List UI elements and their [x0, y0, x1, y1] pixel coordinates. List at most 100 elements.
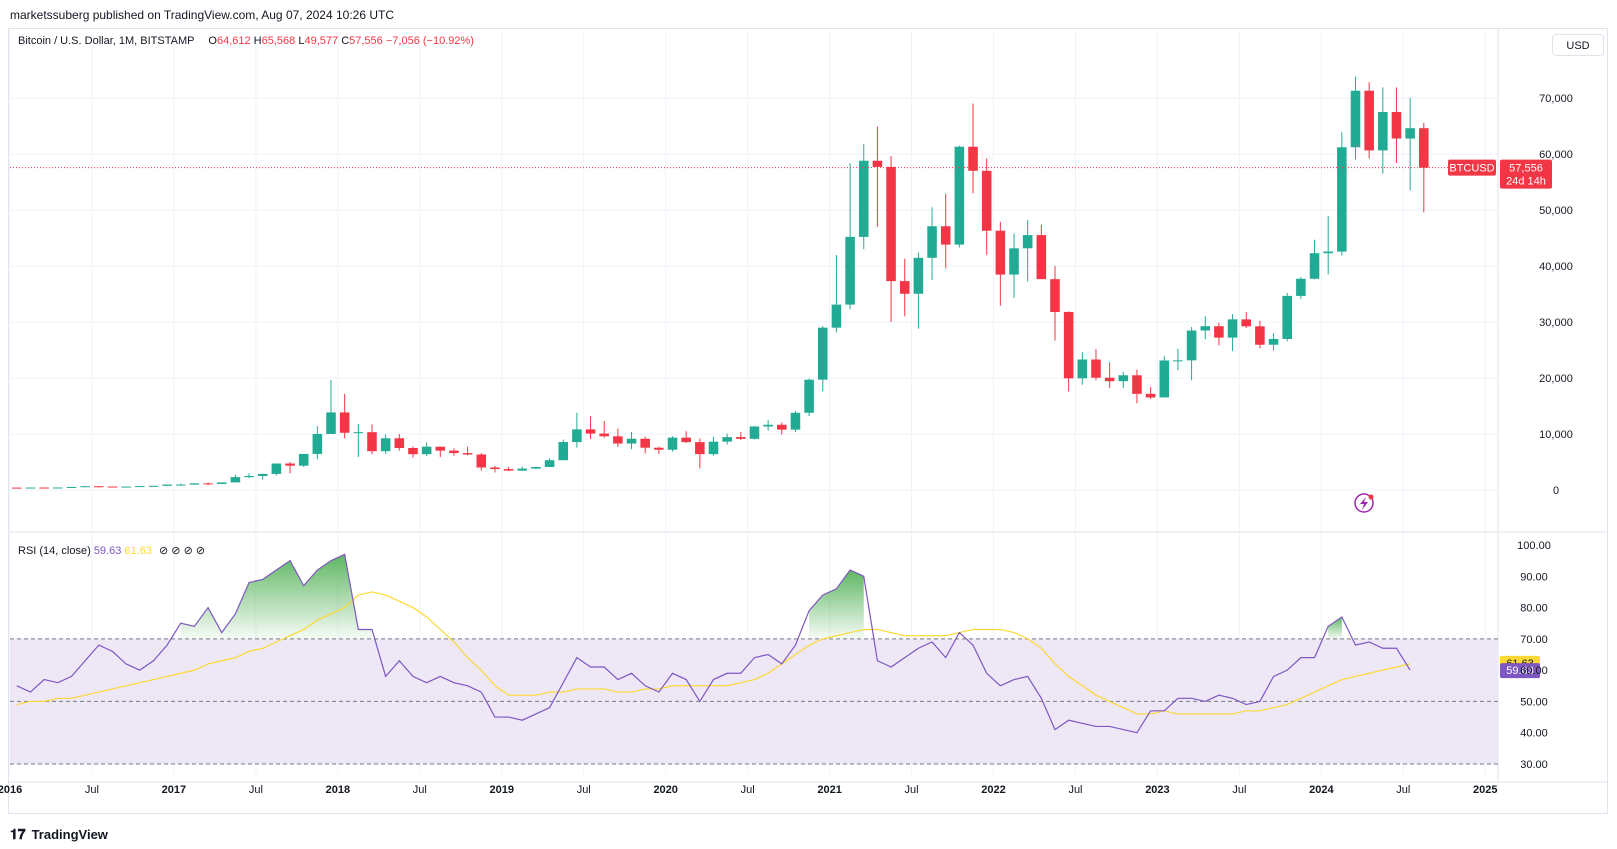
candle [1186, 330, 1197, 361]
hidden-icon[interactable]: ⊘ [159, 545, 169, 557]
candle [613, 436, 623, 444]
candle [1200, 326, 1211, 331]
candle [216, 482, 227, 484]
candle [927, 226, 937, 258]
candle [708, 441, 719, 455]
price-tick-label: 50,000 [1539, 205, 1573, 217]
rsi-tick-label: 70.00 [1520, 634, 1548, 646]
currency-button[interactable]: USD [1552, 34, 1604, 56]
hidden-icon[interactable]: ⊘ [195, 545, 206, 557]
low-key: L [298, 35, 305, 47]
time-tick-label: 2021 [817, 784, 841, 796]
candle [107, 486, 118, 488]
hidden-icon[interactable]: ⊘ [171, 545, 181, 557]
candle [490, 467, 500, 470]
time-tick-label: 2025 [1473, 784, 1497, 796]
candle [1241, 319, 1252, 327]
candle [790, 412, 801, 430]
open-key: O [208, 35, 217, 47]
candle [339, 412, 350, 433]
rsi-legend[interactable]: RSI (14, close) 59.63 61.63 ⊘ ⊘ ⊘ ⊘ [18, 544, 205, 557]
candle [134, 486, 145, 488]
symbol-marker-bg [1448, 159, 1496, 176]
candle [476, 454, 487, 468]
candle [449, 450, 459, 454]
symbol-marker-label: BTCUSD [1449, 163, 1494, 175]
candle [899, 281, 910, 294]
candle [203, 483, 213, 485]
time-tick-label: Jul [1068, 784, 1082, 796]
candle [408, 448, 418, 455]
time-tick-label: Jul [249, 784, 263, 796]
candle [25, 487, 36, 489]
candle [736, 437, 746, 439]
candle [654, 447, 664, 450]
price-tick-label: 60,000 [1539, 149, 1573, 161]
candle [1009, 248, 1019, 275]
candle [271, 463, 282, 474]
candle [599, 433, 609, 437]
candle [872, 160, 883, 167]
rsi-ma-line [16, 591, 1411, 715]
candle [777, 424, 787, 430]
candle [1282, 295, 1292, 339]
candle [298, 453, 309, 466]
time-tick-label: Jul [905, 784, 919, 796]
candle [435, 446, 446, 451]
lightning-icon [1354, 493, 1374, 513]
hidden-icon[interactable]: ⊘ [183, 545, 193, 557]
candle [968, 146, 978, 171]
axes: 2016 Jul 2017 Jul 2018 Jul 2019 Jul 2020 Jul 2021 J… [0, 93, 1573, 796]
candle [12, 487, 22, 489]
time-tick-label: 2017 [162, 784, 186, 796]
time-tick-label: Jul [1232, 784, 1246, 796]
candle [326, 412, 336, 434]
rsi-marker-label: 59.63 [1506, 665, 1534, 677]
overbought-fill [180, 554, 372, 639]
candle [1255, 326, 1265, 345]
candle [572, 429, 582, 443]
overbought-fill [1328, 616, 1342, 639]
price-tick-label: 40,000 [1539, 261, 1573, 273]
rsi-tick-label: 40.00 [1520, 728, 1548, 740]
overbought-fill [809, 570, 864, 639]
candle [1337, 147, 1347, 252]
symbol-legend[interactable]: Bitcoin / U.S. Dollar, 1M, BITSTAMP O64,… [18, 35, 474, 47]
rsi-tick-label: 80.00 [1520, 603, 1548, 615]
brand-name: TradingView [31, 827, 108, 842]
candle [94, 486, 104, 488]
tradingview-logo[interactable]: 𝟏𝟕 TradingView [10, 826, 108, 843]
candle [1296, 278, 1306, 296]
rsi-tick-label: 60.00 [1520, 665, 1548, 677]
candle [230, 477, 241, 483]
high-value: 65,568 [261, 35, 296, 47]
low-value: 49,577 [304, 35, 339, 47]
candle [380, 438, 391, 452]
candle [531, 466, 541, 469]
candle [804, 379, 814, 413]
candle [1323, 251, 1333, 254]
time-tick-label: 2018 [326, 784, 350, 796]
candle [244, 476, 254, 478]
time-tick-label: 2022 [981, 784, 1005, 796]
candle [995, 230, 1006, 275]
candle [285, 463, 295, 466]
rsi-legend-value: 59.63 [93, 545, 122, 557]
candle [162, 484, 172, 486]
candle [1091, 359, 1101, 378]
candle [763, 424, 773, 427]
candle [667, 437, 678, 450]
candle [954, 146, 965, 245]
candle [1405, 128, 1415, 139]
lightning-icon [1360, 497, 1368, 510]
candle [1077, 359, 1088, 379]
price-tick-label: 20,000 [1539, 373, 1573, 385]
tradingview-mark-icon: 𝟏𝟕 [10, 826, 26, 842]
price-tick-label: 10,000 [1539, 429, 1573, 441]
candle [189, 483, 200, 485]
time-tick-label: Jul [741, 784, 755, 796]
price-marker-label: 57,556 [1509, 163, 1543, 175]
rsi-marker-bg [1500, 663, 1540, 679]
